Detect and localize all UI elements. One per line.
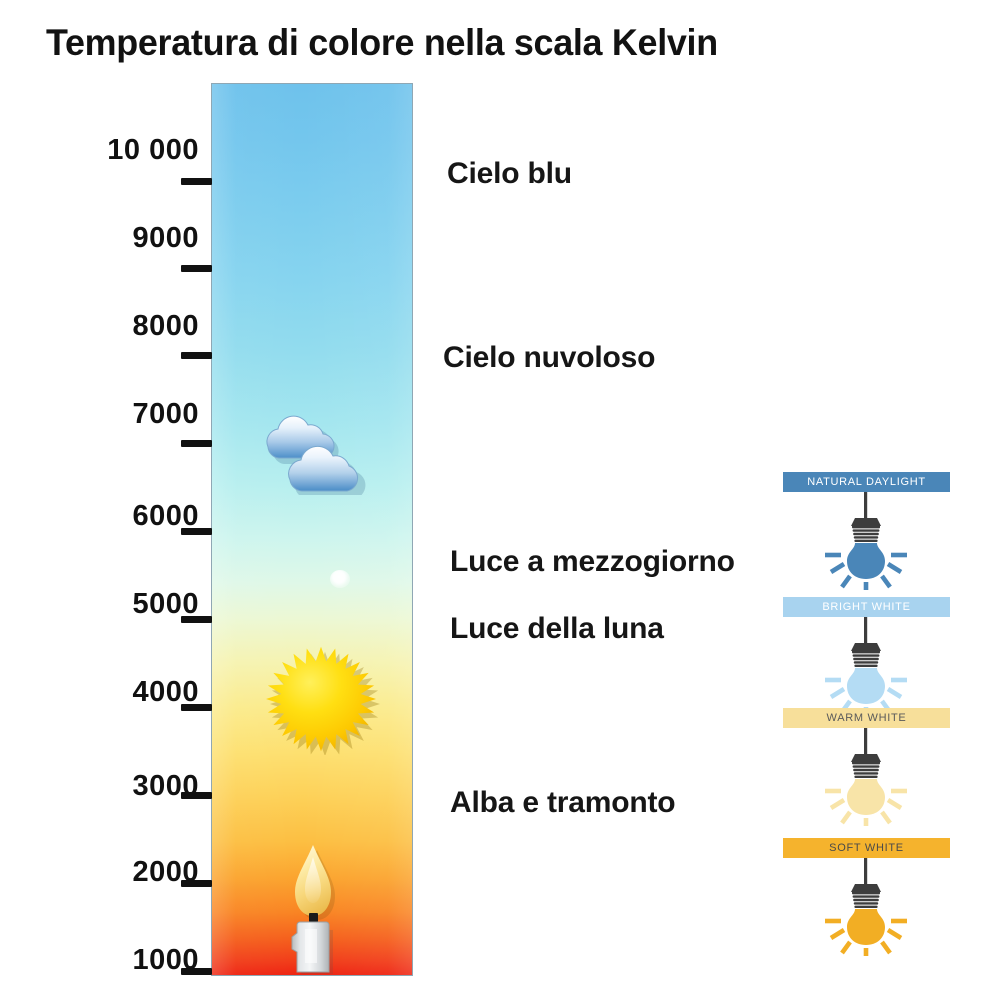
scale-tick-9000 [181, 265, 212, 272]
scale-tick-8000 [181, 352, 212, 359]
bulb-card-soft-white[interactable]: SOFT WHITE [783, 838, 950, 956]
scale-label-10000: 10 000 [107, 134, 199, 166]
description-label-2: Luce a mezzogiorno [450, 545, 735, 578]
scale-tick-1000 [181, 968, 212, 975]
candle-icon [276, 841, 352, 976]
scale-tick-4000 [181, 704, 212, 711]
description-label-0: Cielo blu [447, 157, 572, 190]
sun-icon [262, 643, 380, 757]
bulb-banner-label: WARM WHITE [783, 708, 950, 728]
scale-tick-2000 [181, 880, 212, 887]
bulb-banner-label: NATURAL DAYLIGHT [783, 472, 950, 492]
light-bulb-icon [811, 728, 921, 826]
scale-label-6000: 6000 [132, 500, 199, 532]
bulb-card-warm-white[interactable]: WARM WHITE [783, 708, 950, 826]
scale-tick-6000 [181, 528, 212, 535]
scale-tick-3000 [181, 792, 212, 799]
bulb-banner-label: BRIGHT WHITE [783, 597, 950, 617]
description-label-3: Luce della luna [450, 612, 664, 645]
scale-label-8000: 8000 [132, 310, 199, 342]
scale-label-5000: 5000 [132, 588, 199, 620]
light-bulb-icon [811, 492, 921, 590]
page-title: Temperatura di colore nella scala Kelvin [46, 22, 718, 63]
description-label-1: Cielo nuvoloso [443, 341, 656, 374]
scale-tick-5000 [181, 616, 212, 623]
scale-tick-10000 [181, 178, 212, 185]
moon-icon [330, 570, 350, 588]
scale-label-2000: 2000 [132, 856, 199, 888]
scale-label-3000: 3000 [132, 770, 199, 802]
scale-tick-7000 [181, 440, 212, 447]
bulb-banner-label: SOFT WHITE [783, 838, 950, 858]
scale-label-7000: 7000 [132, 398, 199, 430]
bulb-card-bright-white[interactable]: BRIGHT WHITE [783, 597, 950, 715]
bulb-card-natural-daylight[interactable]: NATURAL DAYLIGHT [783, 472, 950, 590]
scale-label-1000: 1000 [132, 944, 199, 976]
scale-label-9000: 9000 [132, 222, 199, 254]
light-bulb-icon [811, 858, 921, 956]
light-bulb-icon [811, 617, 921, 715]
scale-label-4000: 4000 [132, 676, 199, 708]
cloud-icon [248, 409, 378, 499]
description-label-4: Alba e tramonto [450, 786, 676, 819]
